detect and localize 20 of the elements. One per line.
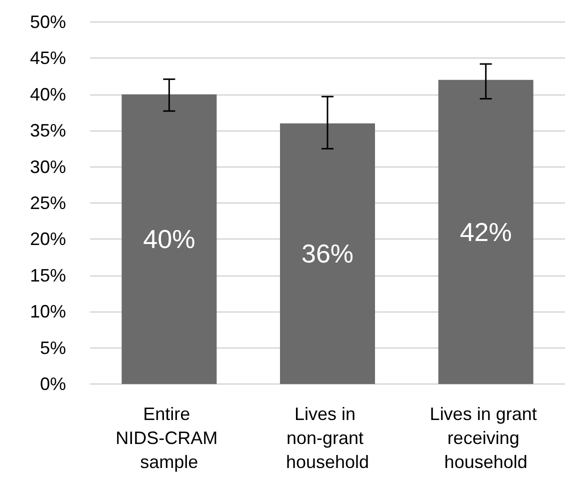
x-tick-label: Lives in grant receiving household — [430, 404, 542, 472]
y-tick-label: 45% — [30, 48, 66, 68]
y-tick-label: 35% — [30, 120, 66, 141]
data-label: 42% — [460, 216, 512, 247]
y-tick-label: 20% — [30, 229, 66, 250]
y-tick-label: 15% — [30, 265, 66, 286]
y-tick-label: 30% — [30, 156, 66, 177]
y-tick-label: 5% — [40, 338, 66, 358]
y-tick-label: 40% — [30, 84, 66, 104]
data-label: 40% — [143, 224, 196, 254]
y-tick-label: 10% — [30, 302, 66, 322]
bar — [438, 80, 534, 384]
bar — [122, 94, 217, 384]
y-tick-label: 50% — [30, 12, 66, 32]
data-label: 36% — [301, 238, 354, 269]
y-tick-label: 25% — [30, 193, 66, 213]
x-tick-label: Lives in non-grant household — [286, 404, 370, 472]
y-tick-label: 0% — [40, 374, 66, 394]
bar — [280, 123, 375, 384]
x-tick-label: Entire NIDS-CRAM sample — [116, 404, 223, 472]
